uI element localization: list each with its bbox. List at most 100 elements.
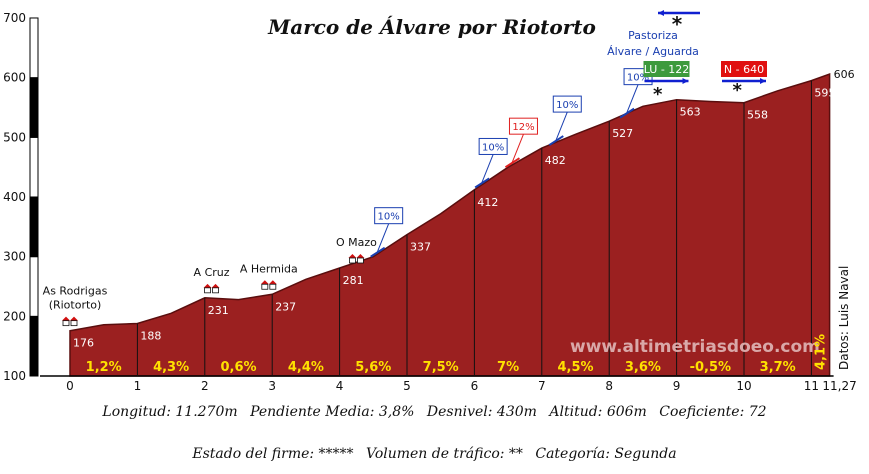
stat-pendiente: Pendiente Media: 3,8% (250, 404, 415, 420)
altimetry-chart: Marco de Álvare por Riotorto 10020030040… (3, 10, 857, 393)
km-elevation-label: 337 (410, 241, 431, 254)
chart-title: Marco de Álvare por Riotorto (267, 15, 596, 39)
x-tick-label: 4 (336, 379, 344, 393)
x-tick-label: 11 (804, 379, 819, 393)
steep-marker-segment (370, 246, 386, 258)
house-icon (269, 283, 277, 290)
elevation-profile (40, 73, 834, 377)
road-badge (643, 61, 690, 77)
km-dividers (136, 80, 812, 376)
y-tick-label: 400 (3, 190, 26, 204)
house-icon (203, 283, 212, 288)
steep-marker-segment (619, 107, 635, 119)
house-icon (356, 253, 365, 258)
steep-marker-leader (554, 111, 568, 143)
house-icon (62, 316, 70, 321)
x-tick-label: 7 (538, 379, 546, 393)
x-tick-label: 0 (66, 379, 74, 393)
km-elevation-label: 412 (477, 196, 498, 209)
junction-asterisk: * (653, 84, 663, 105)
road-arrow-head (682, 78, 689, 84)
segment-gradient: 4,3% (153, 360, 189, 375)
house-icon (70, 316, 78, 321)
profile-area (69, 73, 831, 377)
steep-marker-leader (625, 84, 639, 115)
y-tick-label: 500 (3, 130, 26, 144)
place-labels: As Rodrigas(Riotorto) A Cruz A Hermida O Ma… (43, 236, 377, 327)
segment-gradients: 1,2% 4,3% 0,6% 4,4% 5,6% 7,5% 7% 4,5% 3,6% -0,5% 3… (86, 334, 829, 375)
segment-gradient: 3,7% (760, 360, 796, 375)
house-icon (70, 320, 78, 327)
place-label: As Rodrigas (43, 285, 108, 298)
x-tick-label: 10 (736, 379, 751, 393)
x-tick-label: 5 (403, 379, 411, 393)
house-icon (62, 320, 70, 327)
condition-firme: Estado del firme: ***** (192, 446, 354, 462)
steep-marker-label: 10% (378, 212, 400, 223)
steep-marker-box (478, 137, 508, 155)
segment-gradient: 1,2% (86, 360, 122, 375)
steep-marker-segment (504, 157, 521, 169)
steep-marker-label: 10% (627, 73, 649, 84)
x-tick-label: 11,27 (822, 379, 856, 393)
stat-altitud: Altitud: 606m (549, 404, 647, 420)
segment-gradient: 4,5% (557, 360, 593, 375)
km-elevation-label: 237 (275, 300, 296, 313)
y-axis: 100 200 300 400 500 600 700 (3, 11, 39, 383)
segment-gradient: 3,6% (625, 360, 661, 375)
steep-marker-segment (474, 177, 490, 189)
segment-gradient: 7% (497, 360, 519, 375)
km-elevation-label: 558 (747, 109, 768, 122)
steep-marker-label: 12% (512, 122, 534, 133)
road-badge-label: LU - 122 (644, 63, 690, 76)
place-label: (Riotorto) (49, 299, 102, 312)
y-axis-band (29, 136, 39, 198)
stat-desnivel: Desnivel: 430m (426, 404, 537, 420)
house-icon (212, 287, 219, 294)
km-elevation-label: 188 (140, 329, 161, 342)
stats-line: Longitud: 11.270m Pendiente Media: 3,8% … (0, 404, 869, 420)
km-elevation-label: 595 (814, 87, 835, 100)
y-tick-label: 300 (3, 250, 26, 264)
steep-marker-label: 10% (556, 100, 578, 111)
house-icon (261, 283, 269, 290)
km-elevation-label: 281 (343, 274, 364, 287)
stat-coeficiente: Coeficiente: 72 (659, 404, 767, 420)
road-badges: LU - 122 N - 640 * * (643, 61, 767, 105)
road-destination-line-1: Pastoriza (628, 29, 678, 42)
km-elevation-label: 231 (208, 304, 229, 317)
condition-trafico: Volumen de tráfico: ** (366, 446, 523, 462)
place-label: O Mazo (336, 236, 377, 249)
house-icon (357, 257, 364, 264)
watermark: www.altimetriasdoeo.com (570, 337, 820, 357)
y-axis-band (29, 196, 39, 258)
steep-marker-box (374, 207, 404, 225)
segment-gradient: 5,6% (355, 360, 391, 375)
steep-marker-box (552, 95, 582, 113)
x-tick-label: 8 (605, 379, 613, 393)
y-tick-label: 100 (3, 369, 26, 383)
y-axis-band (29, 256, 39, 317)
y-tick-label: 700 (3, 11, 26, 25)
house-icon (211, 283, 220, 288)
data-credit: Datos: Luis Naval (837, 266, 851, 370)
km-elevations: 176 188 231 237 281 337 412 482 527 563 558 595 606 (73, 68, 855, 350)
junction-asterisk: * (733, 80, 743, 101)
steep-marker-label: 10% (482, 142, 504, 153)
y-axis-band (29, 315, 39, 377)
x-tick-label: 1 (134, 379, 142, 393)
segment-gradient: -0,5% (690, 360, 731, 375)
house-icon (260, 280, 269, 285)
x-tick-label: 3 (268, 379, 276, 393)
x-tick-label: 6 (471, 379, 479, 393)
segment-gradient: 4,1% (813, 334, 828, 370)
condition-categoria: Categoría: Segunda (535, 446, 677, 462)
steep-marker-box (508, 117, 538, 135)
y-tick-label: 200 (3, 309, 26, 323)
x-axis: 0 1 2 3 4 5 6 7 8 9 10 11 11,27 (66, 379, 857, 393)
steep-marker-leader (511, 133, 524, 165)
steep-marker-leader (480, 154, 494, 185)
stat-longitud: Longitud: 11.270m (102, 404, 238, 420)
segment-gradient: 7,5% (423, 360, 459, 375)
house-icon (349, 257, 356, 264)
